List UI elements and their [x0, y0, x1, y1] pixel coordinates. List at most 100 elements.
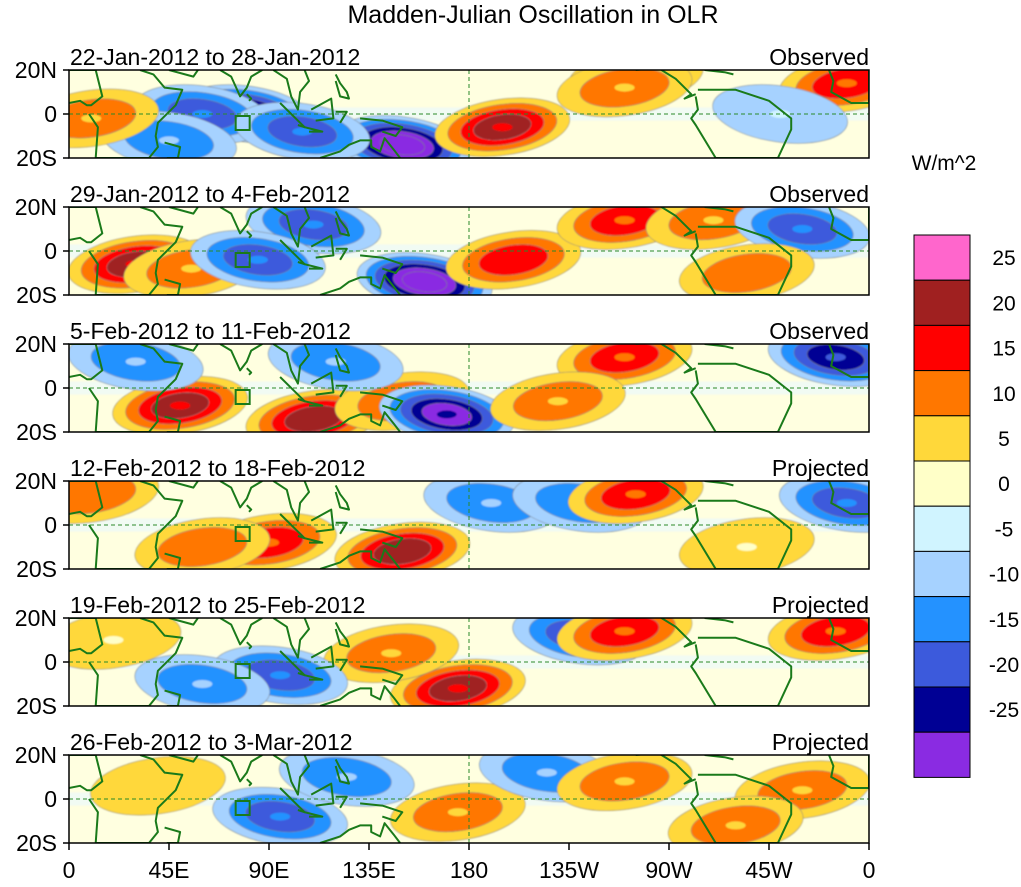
- y-tick-label: 0: [44, 238, 57, 264]
- anomaly-8-positive: [556, 70, 693, 118]
- panel-period: 22-Jan-2012 to 28-Jan-2012: [70, 44, 360, 70]
- x-tick-label: 45E: [149, 857, 190, 883]
- y-tick-label: 20S: [16, 830, 57, 856]
- anomaly-6-positive: [556, 344, 693, 387]
- y-tick-label: 20N: [15, 605, 57, 631]
- panel-period: 19-Feb-2012 to 25-Feb-2012: [70, 592, 365, 618]
- x-tick-label: 135W: [539, 857, 599, 883]
- y-tick-label: 0: [44, 512, 57, 538]
- colorbar-swatch: [913, 460, 971, 507]
- colorbar-swatch: [913, 550, 971, 598]
- anomaly-6-positive: [567, 481, 704, 524]
- anomaly-8-positive: [69, 481, 159, 524]
- panel-3: 20N 0 20S 5-Feb-2012 to 11-Feb-2012 Observed: [15, 318, 870, 445]
- region-box: [234, 115, 251, 131]
- anomaly-7-positive: [767, 618, 869, 661]
- panel-period: 12-Feb-2012 to 18-Feb-2012: [70, 455, 365, 481]
- coastlines: [69, 344, 869, 432]
- panel-status: Observed: [769, 44, 869, 70]
- anomaly-6-positive: [445, 230, 582, 290]
- colorbar-swatch: [913, 686, 971, 733]
- y-tick-label: 20S: [16, 556, 57, 582]
- colorbar-level-label: -10: [989, 564, 1019, 587]
- x-tick-label: 90E: [249, 857, 290, 883]
- y-tick-label: 20N: [15, 331, 57, 357]
- anomaly-7-negative: [779, 481, 869, 533]
- panel-5: 20N 0 20S 19-Feb-2012 to 25-Feb-2012 Project…: [15, 592, 870, 719]
- anomaly-8-positive: [69, 618, 182, 670]
- colorbar-level-label: 0: [998, 473, 1010, 496]
- colorbar-level-label: 25: [992, 247, 1015, 270]
- colorbar-swatch: [913, 279, 971, 326]
- coastlines: [69, 481, 869, 569]
- y-tick-label: 0: [44, 375, 57, 401]
- panel-status: Observed: [769, 318, 869, 344]
- y-tick-label: 20N: [15, 742, 57, 768]
- x-tick-label: 180: [450, 857, 488, 883]
- anomaly-4-negative: [379, 384, 515, 432]
- x-tick-label: 90W: [645, 857, 693, 883]
- x-tick-label: 0: [863, 857, 876, 883]
- colorbar-level-label: -15: [989, 609, 1019, 632]
- colorbar-unit-label: W/m^2: [912, 152, 977, 175]
- anomaly-field: [69, 618, 869, 706]
- region-box: [234, 800, 251, 816]
- anomaly-9-negative: [69, 344, 204, 392]
- anomaly-6-positive: [434, 97, 571, 157]
- chart-title: Madden-Julian Oscillation in OLR: [347, 1, 718, 29]
- panel-period: 29-Jan-2012 to 4-Feb-2012: [70, 181, 350, 207]
- anomaly-7-positive: [90, 756, 226, 816]
- y-tick-label: 20S: [16, 693, 57, 719]
- coastlines: [69, 755, 869, 843]
- y-tick-label: 20S: [16, 282, 57, 308]
- x-tick-label: 45W: [745, 857, 793, 883]
- x-tick-label: 135E: [342, 857, 396, 883]
- anomaly-8-positive: [490, 371, 626, 431]
- anomaly-3-positive: [390, 782, 526, 842]
- y-tick-label: 0: [44, 786, 57, 812]
- colorbar-swatch: [913, 370, 971, 417]
- panel-status: Projected: [772, 592, 869, 618]
- y-tick-label: 0: [44, 101, 57, 127]
- panel-status: Projected: [772, 729, 869, 755]
- anomaly-field: [69, 344, 869, 432]
- region-box: [234, 389, 251, 405]
- colorbar-level-label: 15: [992, 338, 1015, 361]
- anomaly-field: [69, 481, 869, 569]
- anomaly-8-positive: [667, 795, 804, 843]
- anomaly-7-negative: [767, 344, 869, 387]
- colorbar-swatch: [913, 731, 971, 778]
- colorbar-level-label: 20: [992, 292, 1015, 315]
- anomaly-5-negative: [267, 344, 404, 392]
- coastlines: [69, 207, 869, 295]
- colorbar-swatch: [913, 234, 971, 281]
- colorbar-swatch: [913, 324, 971, 372]
- colorbar-swatch: [913, 641, 971, 688]
- colorbar-swatch: [913, 596, 971, 643]
- panel-period: 5-Feb-2012 to 11-Feb-2012: [70, 318, 351, 344]
- anomaly-4-negative: [234, 102, 371, 158]
- panel-4: 20N 0 20S 12-Feb-2012 to 18-Feb-2012 Project…: [15, 455, 870, 582]
- x-tick-label: 0: [63, 857, 76, 883]
- colorbar-level-label: -20: [989, 654, 1019, 677]
- colorbar-level-label: -5: [995, 518, 1014, 541]
- panel-status: Observed: [769, 181, 869, 207]
- y-tick-label: 20N: [15, 194, 57, 220]
- region-box: [234, 526, 251, 542]
- coastlines: [69, 618, 869, 706]
- y-tick-label: 0: [44, 649, 57, 675]
- colorbar-level-label: 10: [992, 383, 1015, 406]
- panel-period: 26-Feb-2012 to 3-Mar-2012: [70, 729, 353, 755]
- region-box: [234, 252, 251, 268]
- colorbar-level-label: 5: [998, 428, 1010, 451]
- panel-1: 20N 0 20S 22-Jan-2012 to 28-Jan-2012 Observe…: [15, 44, 870, 171]
- region-box: [234, 663, 251, 679]
- colorbar-swatch: [913, 505, 971, 552]
- anomaly-2-positive: [334, 521, 471, 569]
- panel-status: Projected: [772, 455, 869, 481]
- y-tick-label: 20N: [15, 57, 57, 83]
- coastlines: [69, 70, 869, 158]
- y-tick-label: 20N: [15, 468, 57, 494]
- anomaly-11-negative: [712, 84, 848, 144]
